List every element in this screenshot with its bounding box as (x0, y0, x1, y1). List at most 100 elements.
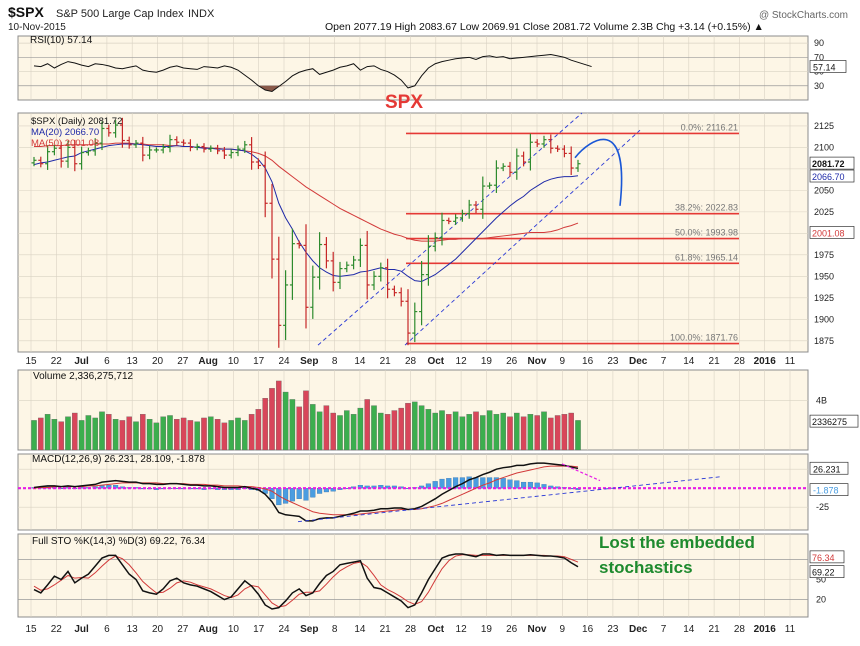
volume-bar (459, 416, 466, 451)
date-tick: 2016 (754, 624, 777, 635)
macd-histogram-bar (534, 482, 540, 489)
volume-bar (330, 412, 336, 451)
volume-bar (187, 420, 194, 451)
volume-bar (228, 420, 234, 451)
price-panel: 2125210020752050202520001975195019251900… (18, 112, 855, 348)
fib-label: 0.0%: 2116.21 (681, 122, 738, 132)
volume-bar (344, 410, 350, 451)
volume-bar (180, 417, 187, 451)
price-tag (809, 169, 855, 183)
volume-bar (65, 416, 71, 451)
date-tick: 28 (405, 624, 417, 635)
volume-tick: 4B (816, 396, 827, 406)
volume-bar (44, 414, 51, 451)
volume-bar (85, 415, 92, 451)
price-tick: 1950 (814, 271, 834, 281)
macd-projection (561, 463, 601, 482)
rsi-tick: 90 (814, 38, 824, 48)
volume-bar (514, 412, 520, 451)
date-tick: 11 (785, 624, 796, 635)
volume-bar (214, 419, 221, 451)
volume-bar (473, 411, 479, 451)
rsi-value-text: 57.14 (813, 62, 836, 72)
volume-bar (58, 421, 64, 451)
date-tick: 24 (278, 624, 290, 635)
volume-bar (391, 410, 398, 451)
price-tick: 2025 (814, 207, 834, 217)
volume-bar (357, 407, 364, 451)
date-tick: 14 (354, 624, 366, 635)
date-tick: 27 (177, 624, 189, 635)
volume-bar (167, 415, 173, 451)
volume-bar (548, 417, 554, 451)
volume-tag-text: 2336275 (812, 417, 847, 427)
volume-bar (99, 411, 105, 451)
volume-bar (208, 416, 214, 451)
sto-title: Full STO %K(14,3) %D(3) 69.22, 76.34 (32, 536, 206, 547)
date-tick: 24 (278, 356, 290, 367)
fib-label: 100.0%: 1871.76 (670, 333, 738, 343)
date-tick: 27 (177, 356, 189, 367)
volume-bar (255, 409, 262, 451)
date-tick: 21 (380, 356, 392, 367)
macd-histogram-bar (310, 488, 316, 498)
price-tick: 1875 (814, 336, 834, 346)
date-tick: Sep (300, 356, 318, 367)
macd-frame (17, 453, 809, 531)
date-tick: 9 (560, 624, 566, 635)
price-tick: 1900 (814, 314, 834, 324)
volume-bar (174, 419, 180, 451)
date-axes: 15 22 Jul 6 13 20 27 Aug 10 17 24 Sep 8 14 21 28 Oct 12 19… (25, 356, 795, 635)
volume-bar (78, 420, 85, 451)
volume-bar (446, 414, 452, 451)
macd-histogram-bar (385, 485, 391, 489)
date-tick: Nov (528, 356, 547, 367)
fib-label: 38.2%: 2022.83 (675, 203, 738, 213)
macd-histogram-bar (439, 478, 445, 489)
volume-bar (486, 410, 493, 451)
legend-ma50: MA(50) 2001.08 (31, 138, 99, 149)
date-tick: 23 (607, 624, 619, 635)
volume-bar (310, 404, 316, 451)
volume-bar (371, 405, 377, 451)
volume-bar (561, 414, 568, 451)
price-tick: 1925 (814, 293, 834, 303)
date-tick: 22 (51, 624, 63, 635)
date-tick: 20 (152, 356, 164, 367)
macd-histogram-bar (364, 485, 370, 489)
macd-tag-text: 26.231 (813, 464, 841, 474)
date-tick: 28 (734, 624, 746, 635)
price-tick: 2100 (814, 142, 834, 152)
volume-bar (160, 416, 166, 451)
price-tag (809, 156, 855, 170)
volume-bar (106, 414, 112, 451)
date-tick: 11 (785, 356, 796, 367)
volume-bar (412, 401, 418, 451)
legend-price: $SPX (Daily) 2081.72 (31, 116, 122, 127)
volume-bar (405, 402, 411, 451)
volume-bar (568, 412, 574, 451)
macd-tag-text: -1.878 (813, 486, 839, 496)
macd-histogram-bar (493, 477, 499, 489)
sto-tick: 50 (816, 575, 826, 585)
date-tick: 14 (683, 624, 695, 635)
date-tick: 21 (709, 624, 721, 635)
macd-histogram-bar (446, 478, 452, 489)
volume-bar (493, 414, 500, 451)
volume-bar (425, 409, 432, 451)
date-tick: 15 (25, 624, 37, 635)
macd-tick: -25 (816, 502, 829, 512)
date-tick: 17 (253, 624, 265, 635)
macd-histogram-bar (507, 479, 513, 489)
date-tick: 7 (661, 356, 667, 367)
date-tick: 15 (25, 356, 37, 367)
rsi-panel: 9070503057.14 (18, 38, 847, 93)
volume-bar (38, 417, 44, 451)
index-name: S&P 500 Large Cap Index (56, 8, 184, 20)
volume-bar (466, 414, 472, 451)
date-tick: 26 (506, 356, 518, 367)
volume-bar (289, 399, 296, 451)
rsi-line (33, 53, 592, 93)
